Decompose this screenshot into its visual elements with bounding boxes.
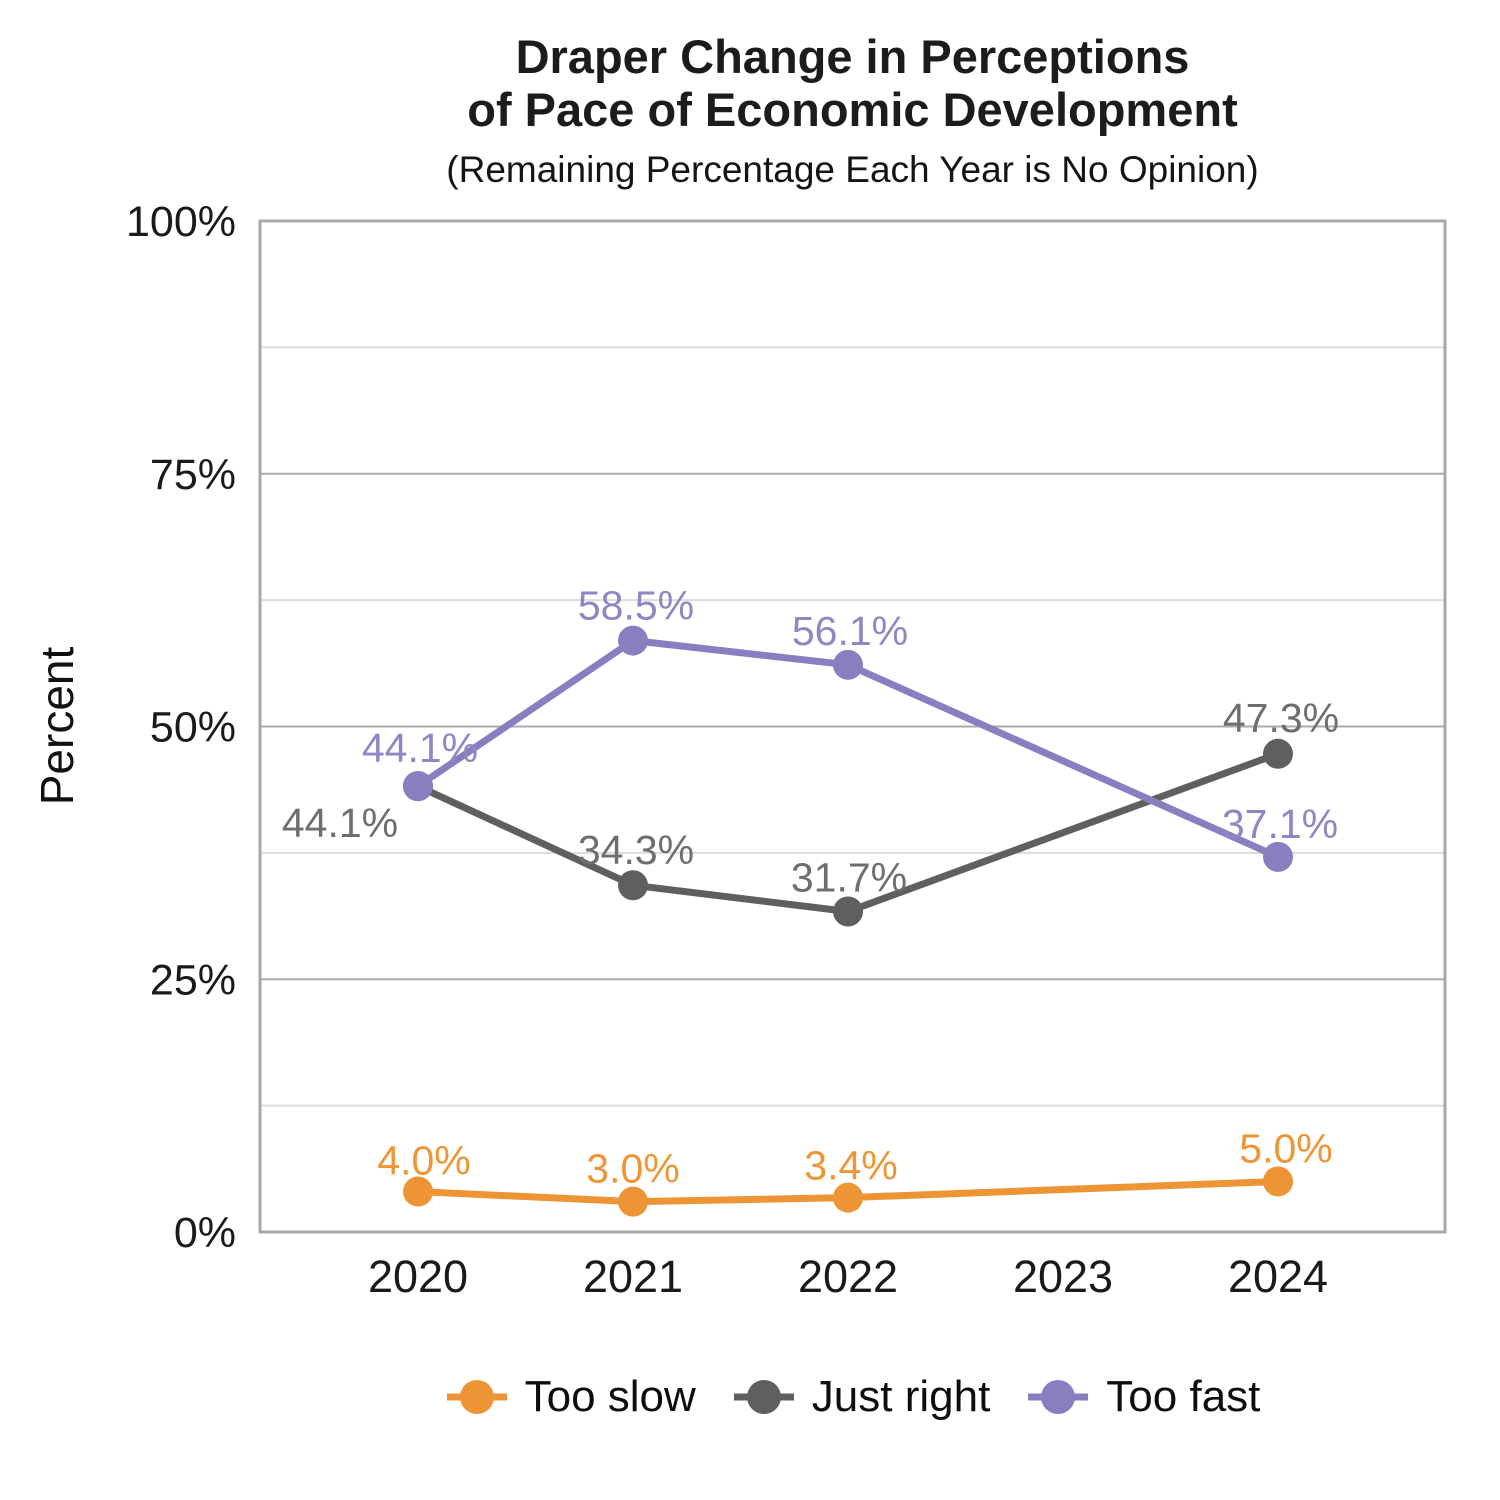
legend-marker-just-right-icon (733, 1380, 794, 1414)
data-label-just-right: 31.7% (791, 855, 907, 901)
y-axis-title: Percent (31, 646, 83, 806)
series-just-right: 44.1% 34.3% 31.7% 47.3% (282, 695, 1339, 927)
data-label-just-right: 34.3% (578, 827, 694, 873)
legend-item-too-fast: Too fast (1026, 1372, 1260, 1422)
x-tick-label: 2020 (368, 1251, 468, 1302)
y-tick-label: 50% (150, 704, 236, 752)
x-axis-labels: 2020 2021 2022 2023 2024 (368, 1251, 1328, 1302)
major-gridlines (260, 472, 1445, 981)
legend-label-too-fast: Too fast (1106, 1372, 1261, 1421)
y-tick-label: 25% (150, 956, 236, 1004)
data-label-too-fast: 56.1% (792, 608, 908, 654)
legend: Too slow Just right Too fast (260, 1372, 1445, 1422)
chart-subtitle: (Remaining Percentage Each Year is No Op… (446, 149, 1259, 190)
data-label-too-slow: 3.4% (804, 1143, 897, 1189)
series-line-just-right (416, 750, 1280, 916)
data-point-too-fast (403, 771, 433, 802)
data-label-too-slow: 5.0% (1239, 1125, 1332, 1171)
y-axis-labels: 0% 25% 50% 75% 100% (126, 198, 236, 1257)
data-label-too-slow: 4.0% (377, 1138, 470, 1184)
legend-label-just-right: Just right (811, 1372, 991, 1421)
chart-title-line-1: Draper Change in Perceptions (515, 30, 1190, 83)
y-tick-label: 75% (150, 451, 236, 499)
plot-border (258, 219, 1447, 1234)
data-label-too-slow: 3.0% (586, 1146, 679, 1192)
data-label-just-right: 47.3% (1223, 695, 1339, 741)
legend-item-too-slow: Too slow (445, 1372, 696, 1422)
data-point-just-right (1263, 738, 1293, 769)
series-line-too-slow (417, 1177, 1279, 1206)
data-point-too-slow (833, 1182, 863, 1213)
data-point-too-slow (403, 1176, 433, 1207)
legend-item-just-right: Just right (732, 1372, 991, 1422)
data-label-too-fast: 44.1% (362, 725, 478, 771)
minor-gridlines (260, 346, 1445, 1107)
x-tick-label: 2021 (583, 1251, 683, 1302)
data-point-too-slow (618, 1186, 648, 1217)
title-block: Draper Change in Perceptions of Pace of … (260, 30, 1445, 191)
legend-marker-too-fast-icon (1028, 1380, 1089, 1414)
data-point-too-fast (1263, 841, 1293, 872)
data-point-too-fast (618, 625, 648, 656)
series-line-too-fast (416, 636, 1280, 861)
y-tick-label: 0% (174, 1209, 236, 1257)
data-label-too-fast: 58.5% (578, 583, 694, 629)
x-tick-label: 2024 (1228, 1251, 1328, 1302)
chart-title-line-2: of Pace of Economic Development (467, 83, 1238, 136)
data-point-just-right (833, 896, 863, 927)
series-too-fast: 44.1% 58.5% 56.1% 37.1% (362, 583, 1338, 872)
data-label-too-fast: 37.1% (1222, 801, 1338, 847)
data-label-just-right: 44.1% (282, 800, 398, 846)
y-tick-label: 100% (126, 198, 236, 246)
chart-title: Draper Change in Perceptions of Pace of … (260, 30, 1445, 136)
data-point-too-fast (833, 649, 863, 680)
data-point-just-right (618, 870, 648, 901)
x-tick-label: 2022 (798, 1251, 898, 1302)
data-point-too-slow (1263, 1166, 1293, 1197)
legend-marker-too-slow-icon (446, 1380, 507, 1414)
series-too-slow: 4.0% 3.0% 3.4% 5.0% (377, 1125, 1333, 1217)
legend-label-too-slow: Too slow (524, 1372, 696, 1421)
x-tick-label: 2023 (1013, 1251, 1113, 1302)
